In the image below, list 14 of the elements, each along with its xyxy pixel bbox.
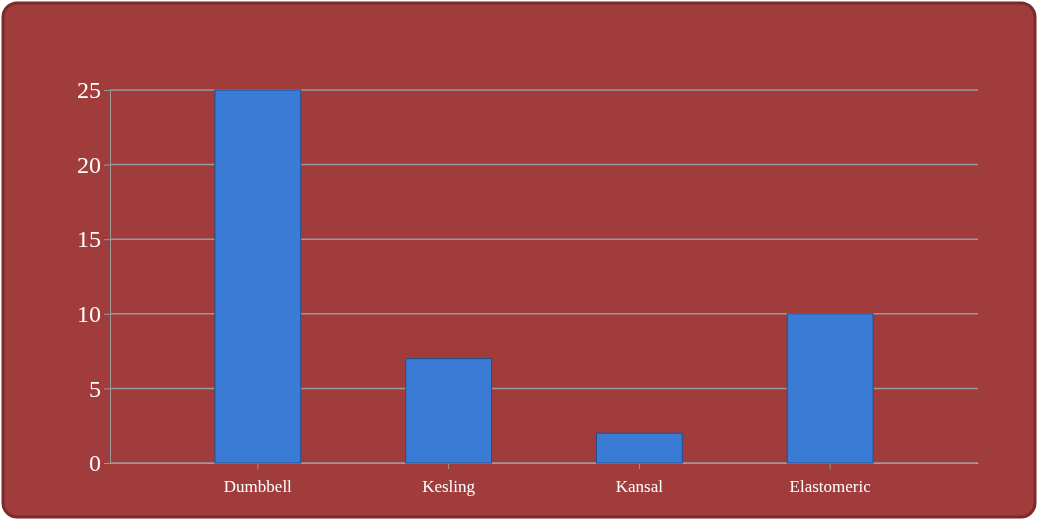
x-tick-label: Dumbbell — [223, 477, 293, 497]
x-tick-label: Kesling — [422, 477, 476, 497]
bar — [595, 432, 683, 464]
y-tick-label: 10 — [77, 300, 101, 327]
bar — [786, 313, 874, 464]
bar — [405, 358, 493, 464]
y-tick-label: 25 — [77, 77, 101, 104]
x-tick-label: Kansal — [615, 477, 664, 497]
y-tick-label: 0 — [89, 450, 101, 477]
y-tick-label: 20 — [77, 151, 101, 178]
bar — [214, 89, 302, 464]
x-tick-label: Elastomeric — [789, 477, 872, 497]
y-tick-label: 5 — [89, 375, 101, 402]
y-tick-label: 15 — [77, 226, 101, 253]
